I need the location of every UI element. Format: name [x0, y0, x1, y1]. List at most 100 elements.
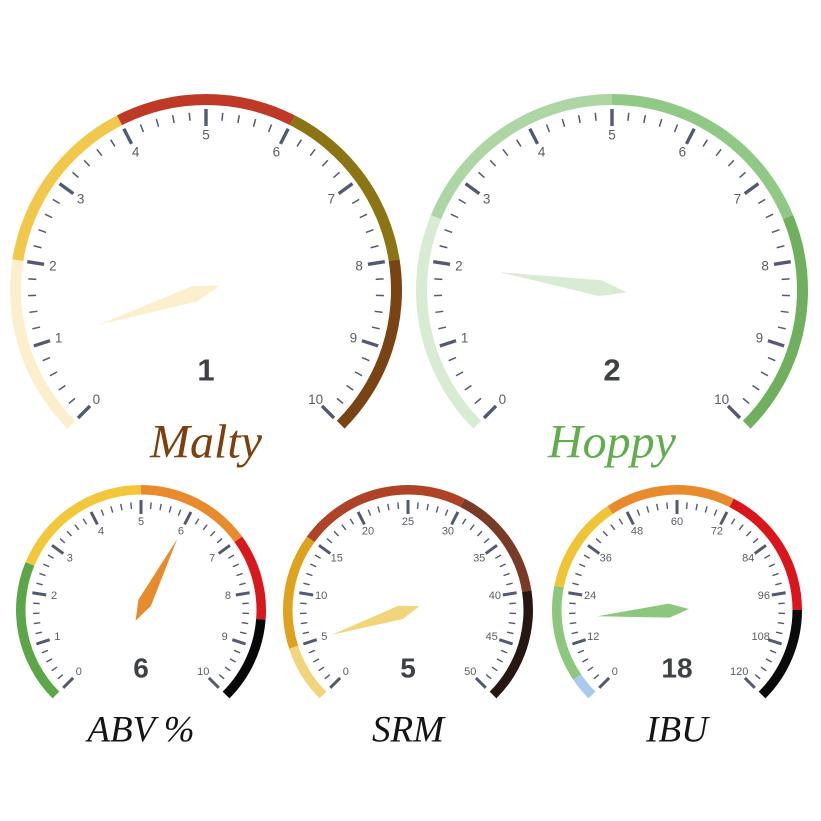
minor-tick	[365, 228, 374, 234]
minor-tick	[506, 631, 514, 635]
minor-tick	[775, 582, 782, 586]
minor-tick	[754, 674, 761, 680]
major-tick	[528, 127, 540, 145]
band-hoppy-2	[612, 94, 794, 220]
minor-tick	[109, 139, 116, 147]
minor-tick	[713, 509, 718, 516]
tick-label: 20	[362, 526, 374, 538]
major-tick	[318, 544, 332, 555]
minor-tick	[359, 213, 368, 219]
tick-label: 0	[612, 666, 618, 678]
minor-tick	[33, 245, 42, 249]
minor-tick	[587, 666, 594, 672]
minor-tick	[767, 356, 776, 362]
minor-tick	[49, 371, 58, 377]
minor-tick	[506, 582, 513, 586]
minor-tick	[416, 502, 419, 510]
minor-tick	[458, 198, 467, 205]
minor-tick	[333, 530, 340, 537]
major-tick	[278, 127, 290, 145]
minor-tick	[96, 148, 103, 157]
minor-tick	[768, 563, 776, 568]
minor-tick	[171, 115, 175, 124]
minor-tick	[361, 356, 370, 362]
minor-tick	[341, 524, 347, 531]
minor-tick	[346, 384, 354, 391]
tick-label: 4	[98, 526, 104, 538]
minor-tick	[120, 503, 123, 511]
value-label-abv: 6	[133, 653, 149, 684]
tick-label: 9	[756, 330, 764, 345]
minor-tick	[252, 118, 257, 127]
minor-tick	[71, 171, 79, 179]
tick-label: 1	[55, 330, 63, 345]
tick-label: 4	[132, 144, 140, 159]
band-srm-1	[283, 536, 315, 649]
minor-tick	[35, 631, 43, 635]
minor-tick	[444, 228, 453, 234]
minor-tick	[59, 538, 66, 544]
minor-tick	[752, 538, 759, 544]
minor-tick	[52, 198, 61, 205]
band-ibu-5	[758, 610, 802, 699]
minor-tick	[377, 506, 381, 513]
major-tick	[753, 544, 767, 555]
gauge-abv: 0 1 2 3 4 5 6 7 8 9 10 6 ABV %	[16, 484, 266, 751]
minor-tick	[44, 213, 53, 219]
minor-tick	[438, 326, 447, 330]
gauge-hoppy: 0 1 2 3 4 5 6 7 8 9 10 2 Hoppy	[416, 94, 808, 469]
minor-tick	[656, 503, 659, 511]
minor-tick	[499, 563, 507, 568]
minor-tick	[168, 506, 172, 513]
minor-tick	[483, 538, 490, 544]
minor-tick	[434, 278, 443, 281]
minor-tick	[757, 198, 766, 205]
needle-srm	[331, 605, 420, 635]
major-tick	[450, 511, 460, 526]
tick-label: 50	[464, 666, 476, 678]
tick-label: 5	[138, 516, 144, 528]
gauge-ticks	[568, 500, 786, 689]
minor-tick	[496, 658, 503, 663]
major-tick	[598, 676, 611, 689]
minor-tick	[772, 572, 779, 577]
major-tick	[571, 638, 587, 646]
tick-label: 0	[76, 666, 82, 678]
value-label-malty: 1	[197, 353, 214, 388]
minor-tick	[209, 530, 216, 537]
minor-tick	[233, 649, 241, 654]
gauge-ticks	[32, 500, 250, 689]
minor-tick	[349, 518, 355, 525]
gauge-malty: 0 1 2 3 4 5 6 7 8 9 10 1 Malty	[9, 93, 403, 469]
minor-tick	[515, 139, 522, 147]
minor-tick	[336, 397, 344, 405]
major-tick	[231, 638, 247, 646]
minor-tick	[455, 371, 464, 377]
minor-tick	[139, 124, 145, 133]
major-tick	[482, 404, 498, 420]
band-srm-4	[489, 590, 533, 699]
minor-tick	[578, 563, 586, 568]
minor-tick	[464, 384, 472, 391]
minor-tick	[375, 278, 384, 281]
minor-tick	[309, 563, 317, 568]
minor-tick	[41, 649, 49, 654]
tick-label: 120	[730, 666, 748, 678]
minor-tick	[503, 572, 510, 577]
major-tick	[587, 544, 601, 555]
minor-tick	[673, 124, 679, 133]
minor-tick	[367, 509, 372, 516]
gauge-bands	[9, 93, 403, 429]
major-tick	[320, 404, 336, 420]
tick-label: 3	[67, 552, 73, 564]
minor-tick	[474, 397, 482, 405]
major-tick	[62, 676, 75, 689]
band-ibu-1	[551, 585, 581, 680]
minor-tick	[765, 213, 774, 219]
minor-tick	[42, 563, 50, 568]
tick-label: 2	[49, 258, 57, 273]
minor-tick	[545, 124, 551, 133]
band-hoppy-1	[430, 94, 612, 220]
tick-label: 10	[197, 666, 209, 678]
